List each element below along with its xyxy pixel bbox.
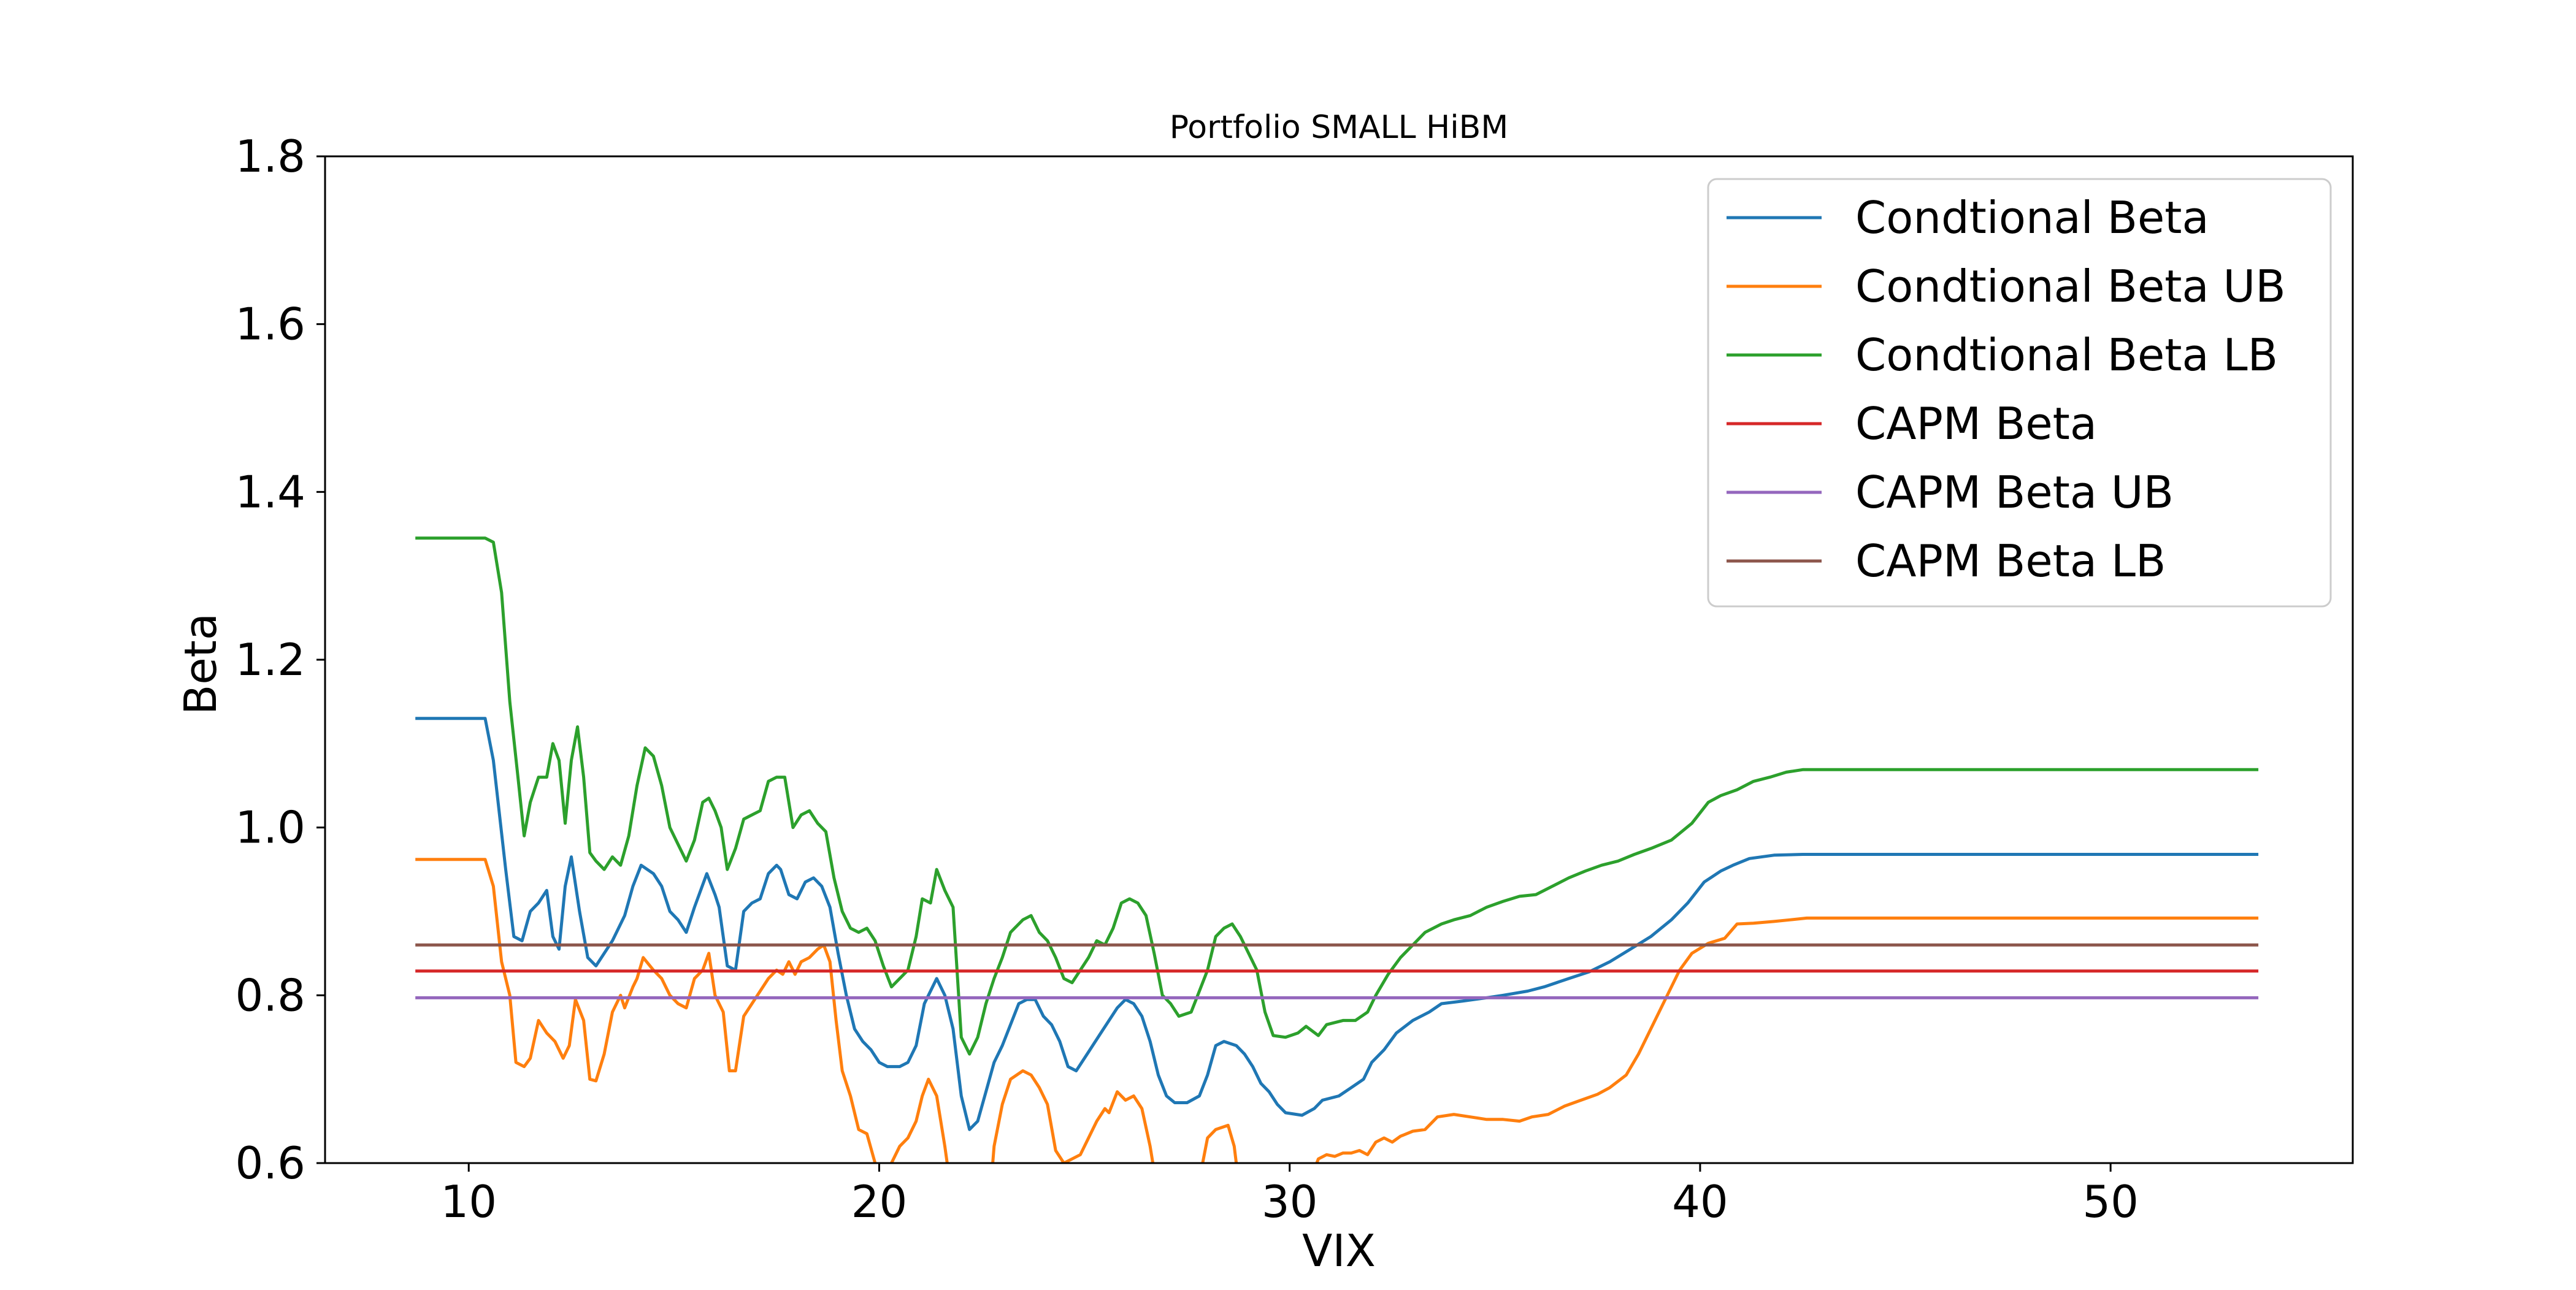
x-tick-label: 50: [2082, 1176, 2139, 1227]
legend-entry-condtional-beta-lb: Condtional Beta LB: [1727, 329, 2278, 381]
x-tick-label: 20: [851, 1176, 908, 1227]
legend-label: CAPM Beta: [1855, 398, 2097, 449]
x-tick-label: 40: [1672, 1176, 1728, 1227]
x-axis: 10 20 30 40 50: [440, 1163, 2139, 1227]
legend: Condtional Beta Condtional Beta UB Condtio…: [1707, 178, 2332, 608]
y-tick-label: 1.8: [235, 131, 305, 182]
legend-label: CAPM Beta UB: [1855, 467, 2174, 518]
y-tick-label: 1.6: [235, 299, 305, 350]
y-axis: 0.6 0.8 1.0 1.2 1.4 1.6 1.8: [235, 131, 325, 1189]
legend-frame: [1707, 178, 2332, 608]
x-axis-label: VIX: [1302, 1225, 1376, 1277]
legend-label: Condtional Beta: [1855, 192, 2209, 243]
y-tick-label: 1.4: [235, 466, 305, 517]
y-tick-label: 0.8: [235, 969, 305, 1021]
legend-entry-capm-beta-lb: CAPM Beta LB: [1727, 535, 2166, 587]
y-axis-label: Beta: [175, 613, 226, 715]
x-tick-label: 10: [440, 1176, 497, 1227]
legend-entry-condtional-beta-ub: Condtional Beta UB: [1727, 261, 2286, 312]
y-tick-label: 1.2: [235, 634, 305, 685]
series-layer: [415, 536, 2259, 1163]
legend-entry-capm-beta-ub: CAPM Beta UB: [1727, 467, 2174, 518]
y-tick-label: 1.0: [235, 802, 305, 853]
legend-entry-condtional-beta: Condtional Beta: [1727, 192, 2209, 243]
legend-label: CAPM Beta LB: [1855, 535, 2166, 587]
series-line-condtional-beta: [415, 717, 2259, 1131]
legend-label: Condtional Beta UB: [1855, 261, 2286, 312]
chart-title: Portfolio SMALL HiBM: [1170, 109, 1508, 146]
series-line-condtional-beta-lb: [415, 536, 2259, 1056]
legend-entry-capm-beta: CAPM Beta: [1727, 398, 2097, 449]
series-line-condtional-beta-ub: [415, 858, 2259, 1163]
legend-label: Condtional Beta LB: [1855, 329, 2278, 381]
y-tick-label: 0.6: [235, 1137, 305, 1189]
x-tick-label: 30: [1262, 1176, 1318, 1227]
